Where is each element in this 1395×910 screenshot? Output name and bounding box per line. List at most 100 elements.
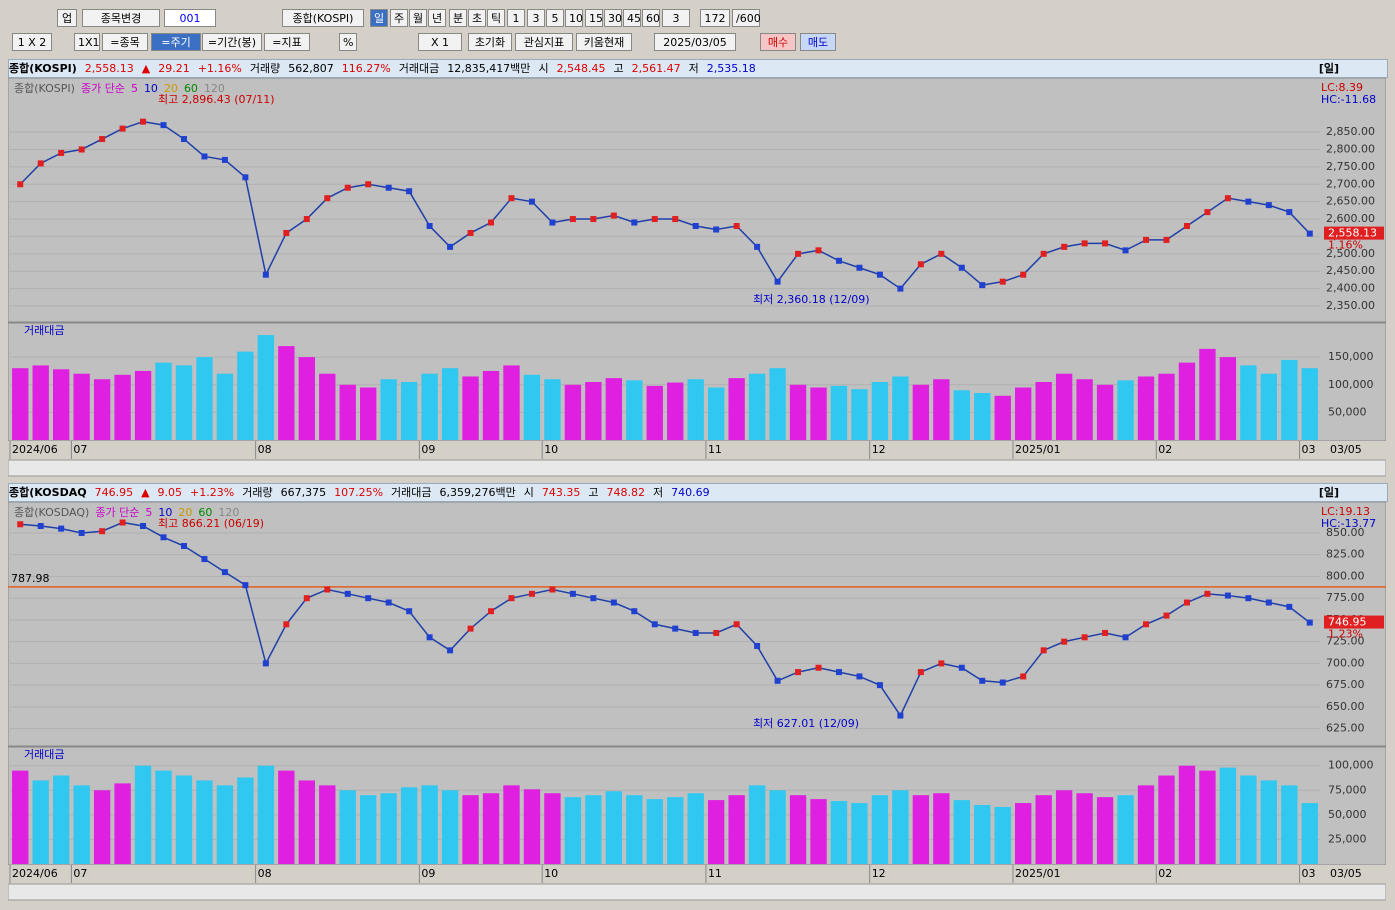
toolbar-button[interactable]: 001 (164, 9, 216, 27)
header-field: 시 (538, 62, 549, 75)
toolbar-button[interactable]: 5 (546, 9, 564, 27)
volume-bar (1096, 797, 1114, 864)
close-marker (549, 219, 556, 226)
toolbar-button[interactable]: 1 (507, 9, 525, 27)
x-tick-label: 10 (544, 867, 558, 880)
volume-bar (257, 335, 275, 440)
volume-bar (1219, 357, 1237, 440)
close-marker (1102, 629, 1109, 636)
close-marker (815, 664, 822, 671)
header-field: 2,548.45 (556, 62, 606, 75)
toolbar-button[interactable]: 60 (642, 9, 660, 27)
toolbar-button[interactable]: 키움현재 (576, 33, 632, 51)
toolbar-button[interactable]: 초기화 (468, 33, 512, 51)
close-marker (447, 647, 454, 654)
close-marker (876, 271, 883, 278)
y-tick-label: 2,350.00 (1326, 299, 1375, 312)
toolbar-button[interactable]: 10 (565, 9, 583, 27)
last-price-box (1324, 226, 1384, 240)
close-marker (1224, 195, 1231, 202)
toolbar-button[interactable]: 1X1 (74, 33, 100, 51)
toolbar-button[interactable]: 분 (449, 9, 467, 27)
toolbar-button[interactable]: /600 (732, 9, 761, 27)
volume-bar (360, 795, 377, 864)
close-marker (119, 519, 126, 526)
close-marker (1122, 634, 1129, 641)
toolbar-button[interactable]: =종목 (102, 33, 148, 51)
close-marker (631, 608, 638, 615)
close-marker (467, 229, 474, 236)
toolbar-button[interactable]: 종합(KOSPI) (282, 9, 364, 27)
toolbar-button[interactable]: 2025/03/05 (654, 33, 736, 51)
volume-bar (1015, 803, 1032, 864)
toolbar-button[interactable]: 일 (370, 9, 388, 27)
volume-bar (1035, 795, 1052, 864)
toolbar-button[interactable]: =주기 (151, 33, 201, 51)
toolbar-button[interactable]: 관심지표 (515, 33, 573, 51)
toolbar-button[interactable]: 1 X 2 (12, 33, 52, 51)
toolbar-button[interactable]: 30 (604, 9, 622, 27)
volume-bar (12, 770, 29, 864)
toolbar-button[interactable]: 매수 (760, 33, 796, 51)
close-marker (590, 595, 597, 602)
toolbar-button[interactable]: =기간(봉) (202, 33, 262, 51)
legend-entry: 종합(KOSPI) (14, 82, 75, 95)
toolbar-button[interactable]: X 1 (418, 33, 462, 51)
close-marker (938, 660, 945, 667)
y-tick-label: 150,000 (1328, 350, 1374, 363)
volume-bar (585, 382, 602, 440)
close-marker (467, 625, 474, 632)
close-marker (1183, 223, 1190, 229)
toolbar-button[interactable]: 주 (390, 9, 408, 27)
volume-bar (1240, 775, 1257, 864)
toolbar-button[interactable]: 초 (468, 9, 486, 27)
toolbar-button[interactable]: 3 (662, 9, 690, 27)
volume-bar (360, 387, 377, 440)
close-marker (1081, 240, 1088, 247)
toolbar-button[interactable]: % (339, 33, 357, 51)
volume-bar (1096, 384, 1114, 440)
toolbar-button[interactable]: 월 (409, 9, 427, 27)
toolbar-button[interactable]: 틱 (487, 9, 505, 27)
header-field: 746.95 (94, 486, 134, 499)
volume-title: 거래대금 (24, 324, 64, 337)
close-marker (1163, 612, 1170, 619)
close-marker (835, 257, 842, 264)
volume-bar (830, 385, 848, 440)
toolbar-button[interactable]: 매도 (800, 33, 836, 51)
volume-bar (830, 801, 848, 864)
toolbar-button[interactable]: 년 (428, 9, 446, 27)
volume-bar (564, 384, 582, 440)
close-marker (1020, 271, 1027, 278)
close-marker (1245, 198, 1252, 205)
toolbar-button[interactable]: 업 (57, 9, 77, 27)
legend-entry: 종가 단순 (81, 82, 125, 95)
volume-bar (441, 368, 459, 440)
close-marker (610, 599, 617, 606)
close-marker (1102, 240, 1109, 247)
close-marker (17, 181, 24, 188)
legend-entry: 120 (218, 506, 239, 519)
header-field: 고 (613, 62, 624, 75)
close-marker (958, 664, 965, 671)
toolbar-button[interactable]: 172 (700, 9, 730, 27)
volume-bar (1015, 387, 1032, 440)
toolbar-button[interactable]: 45 (623, 9, 641, 27)
close-marker (795, 250, 802, 257)
panel-header: 종합(KOSDAQ 746.95 ▲ 9.05 +1.23% 거래량 667,375 107.… (8, 483, 1388, 502)
volume-bar (544, 793, 561, 864)
header-field: 107.25% (334, 486, 384, 499)
header-field: ▲ (141, 486, 150, 499)
toolbar-button[interactable]: 종목변경 (82, 9, 160, 27)
lc-label: LC:8.39 (1321, 81, 1363, 94)
close-marker (344, 590, 351, 597)
volume-bar (974, 805, 991, 864)
x-tick-label: 10 (544, 443, 558, 456)
toolbar-button[interactable]: 3 (527, 9, 545, 27)
toolbar-button[interactable]: =지표 (264, 33, 310, 51)
y-tick-label: 25,000 (1328, 832, 1367, 845)
y-tick-label: 2,400.00 (1326, 282, 1375, 295)
toolbar-button[interactable]: 15 (585, 9, 603, 27)
volume-bar (626, 380, 643, 440)
close-marker (835, 669, 842, 676)
